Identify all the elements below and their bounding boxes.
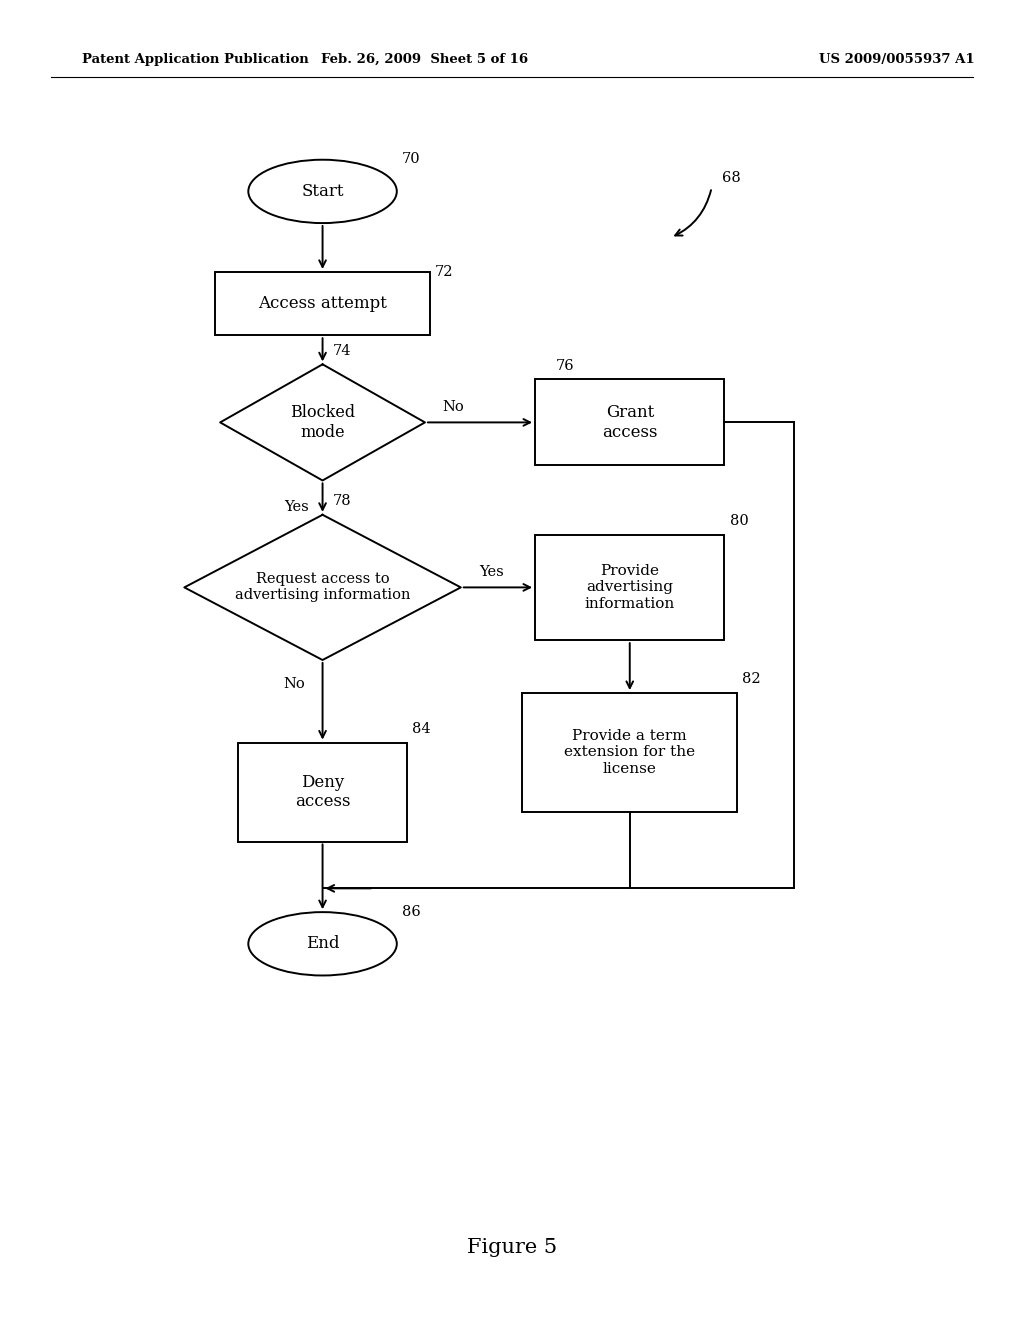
Text: Provide
advertising
information: Provide advertising information [585,564,675,611]
Text: 74: 74 [333,343,351,358]
Bar [238,742,407,842]
Text: Deny
access: Deny access [295,774,350,810]
Bar [535,535,725,640]
Bar [522,693,737,812]
Text: Provide a term
extension for the
license: Provide a term extension for the license [564,729,695,776]
Text: 84: 84 [412,722,431,737]
Text: Feb. 26, 2009  Sheet 5 of 16: Feb. 26, 2009 Sheet 5 of 16 [322,53,528,66]
Text: 76: 76 [555,359,574,372]
Text: 70: 70 [401,152,421,166]
Text: Request access to
advertising information: Request access to advertising informatio… [234,573,411,602]
Text: US 2009/0055937 A1: US 2009/0055937 A1 [819,53,975,66]
Text: 72: 72 [435,264,454,279]
Text: Blocked
mode: Blocked mode [290,404,355,441]
Text: Patent Application Publication: Patent Application Publication [82,53,308,66]
Text: 78: 78 [333,494,351,508]
Text: 82: 82 [742,672,761,686]
Text: 68: 68 [722,172,740,185]
Text: Figure 5: Figure 5 [467,1238,557,1257]
Text: Grant
access: Grant access [602,404,657,441]
Text: End: End [306,936,339,952]
Text: Start: Start [301,183,344,199]
Text: 86: 86 [401,904,421,919]
Bar [535,379,725,465]
Text: No: No [283,677,305,690]
Text: Yes: Yes [285,500,309,513]
Text: No: No [442,400,465,413]
Bar [215,272,430,335]
Text: Yes: Yes [479,565,504,578]
Text: 80: 80 [729,513,749,528]
Text: Access attempt: Access attempt [258,296,387,312]
